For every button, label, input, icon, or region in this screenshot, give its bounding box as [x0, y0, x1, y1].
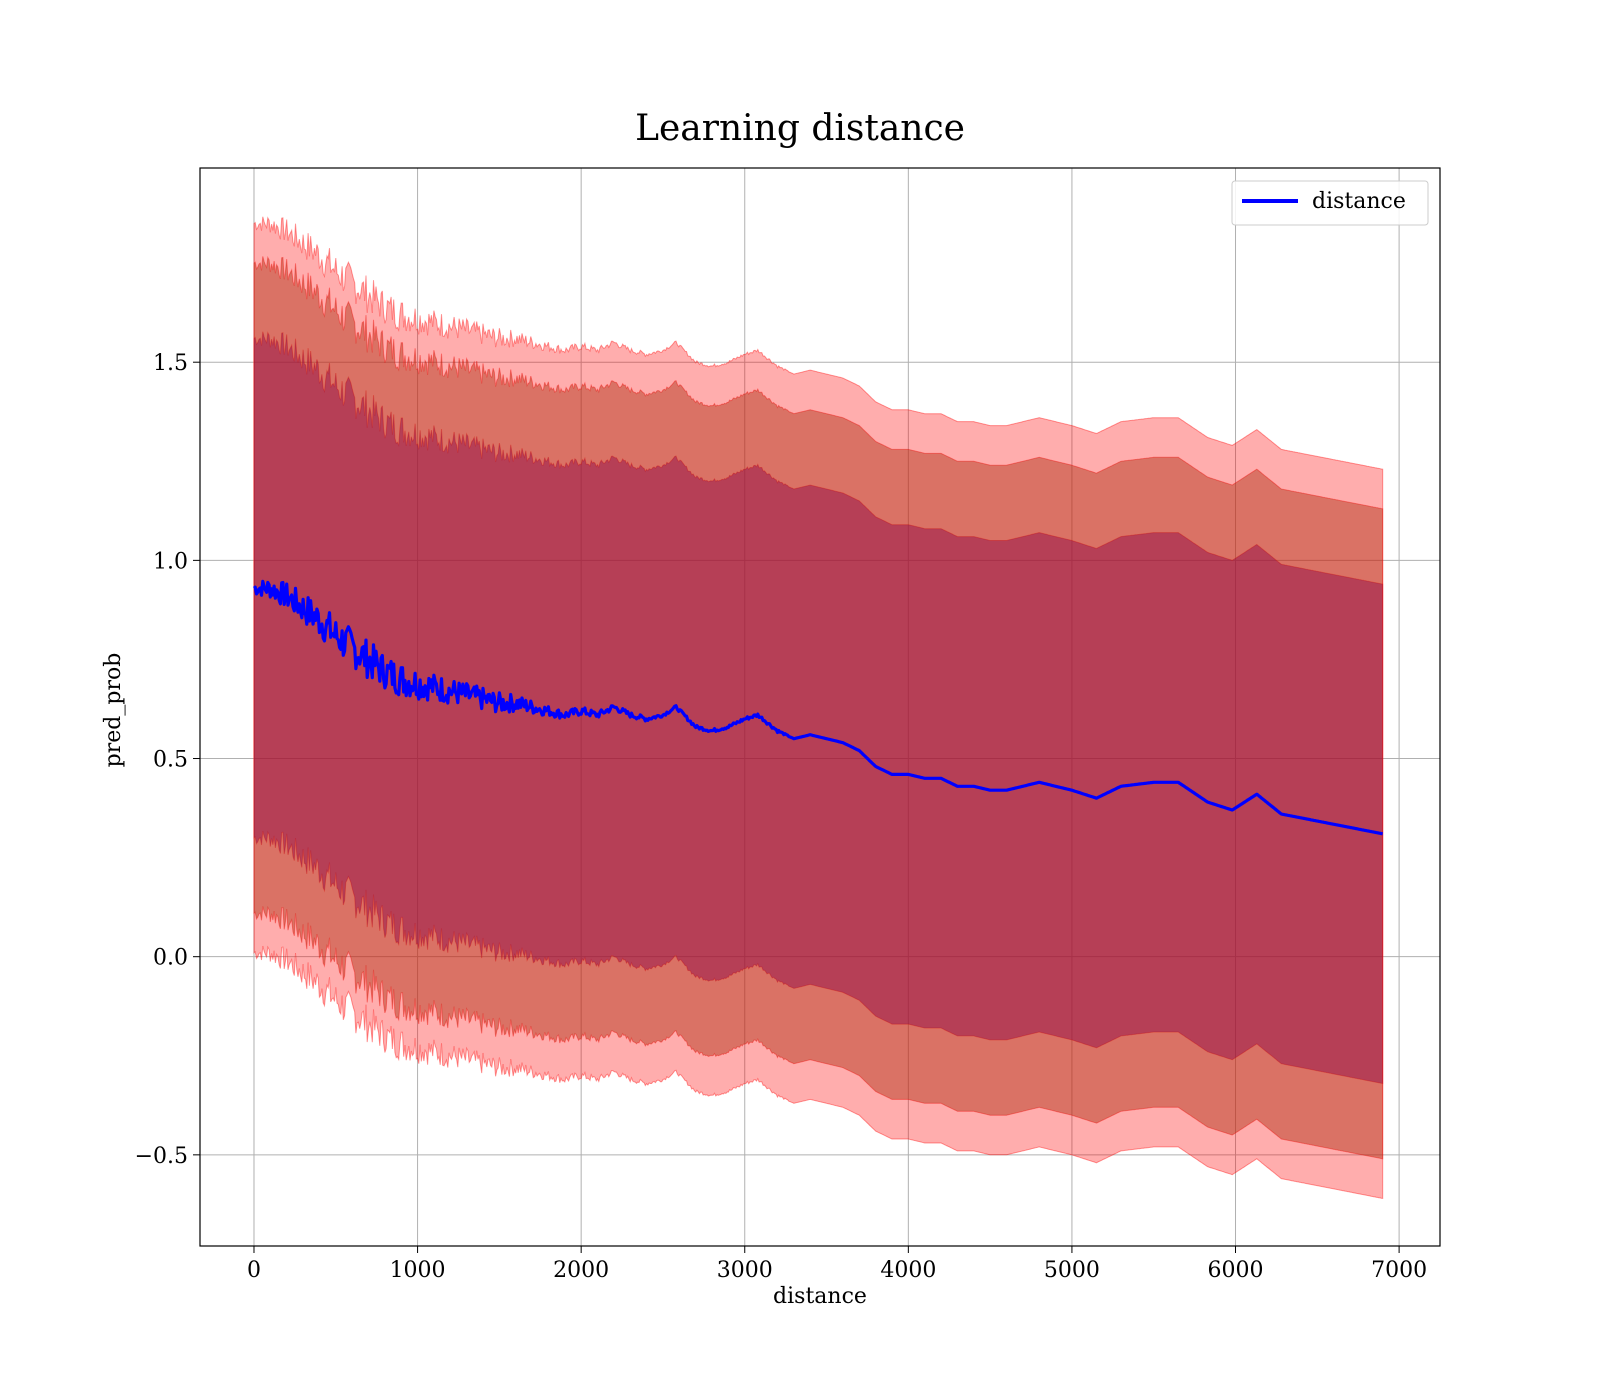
y-tick-label: 0.0	[153, 946, 188, 971]
y-tick-label: 1.5	[153, 351, 188, 376]
confidence-bands	[253, 216, 1384, 1199]
series-line-distance	[252, 579, 1383, 836]
axis-ticks: 0 1000 2000 3000 4000 5000 6000 7000 −0.5 0.0 0.5 1…	[135, 351, 1428, 1283]
y-tick-label: 0.5	[153, 748, 188, 773]
chart-title: Learning distance	[635, 108, 965, 149]
y-tick-label: −0.5	[135, 1144, 188, 1169]
x-tick-label: 2000	[553, 1258, 609, 1283]
legend: distance	[1231, 180, 1429, 226]
x-axis-label: distance	[773, 1284, 867, 1309]
band-inner	[253, 331, 1384, 1085]
series-lines	[252, 579, 1383, 836]
x-tick-label: 5000	[1044, 1258, 1100, 1283]
band-outer	[253, 216, 1384, 1199]
plot-frame	[199, 167, 1441, 1247]
x-tick-label: 7000	[1371, 1258, 1427, 1283]
y-tick-label: 1.0	[153, 549, 188, 574]
band-inner-tint	[254, 331, 1383, 1084]
legend-box	[1231, 180, 1429, 226]
x-tick-label: 0	[247, 1258, 261, 1283]
x-tick-label: 1000	[390, 1258, 446, 1283]
x-tick-label: 3000	[717, 1258, 773, 1283]
x-tick-label: 4000	[880, 1258, 936, 1283]
band-middle	[253, 255, 1384, 1160]
grid	[200, 168, 1440, 1246]
y-axis-label: pred_prob	[101, 653, 126, 768]
x-tick-label: 6000	[1208, 1258, 1264, 1283]
band-middle-tint	[254, 256, 1383, 1159]
legend-entry-distance: distance	[1312, 189, 1406, 214]
